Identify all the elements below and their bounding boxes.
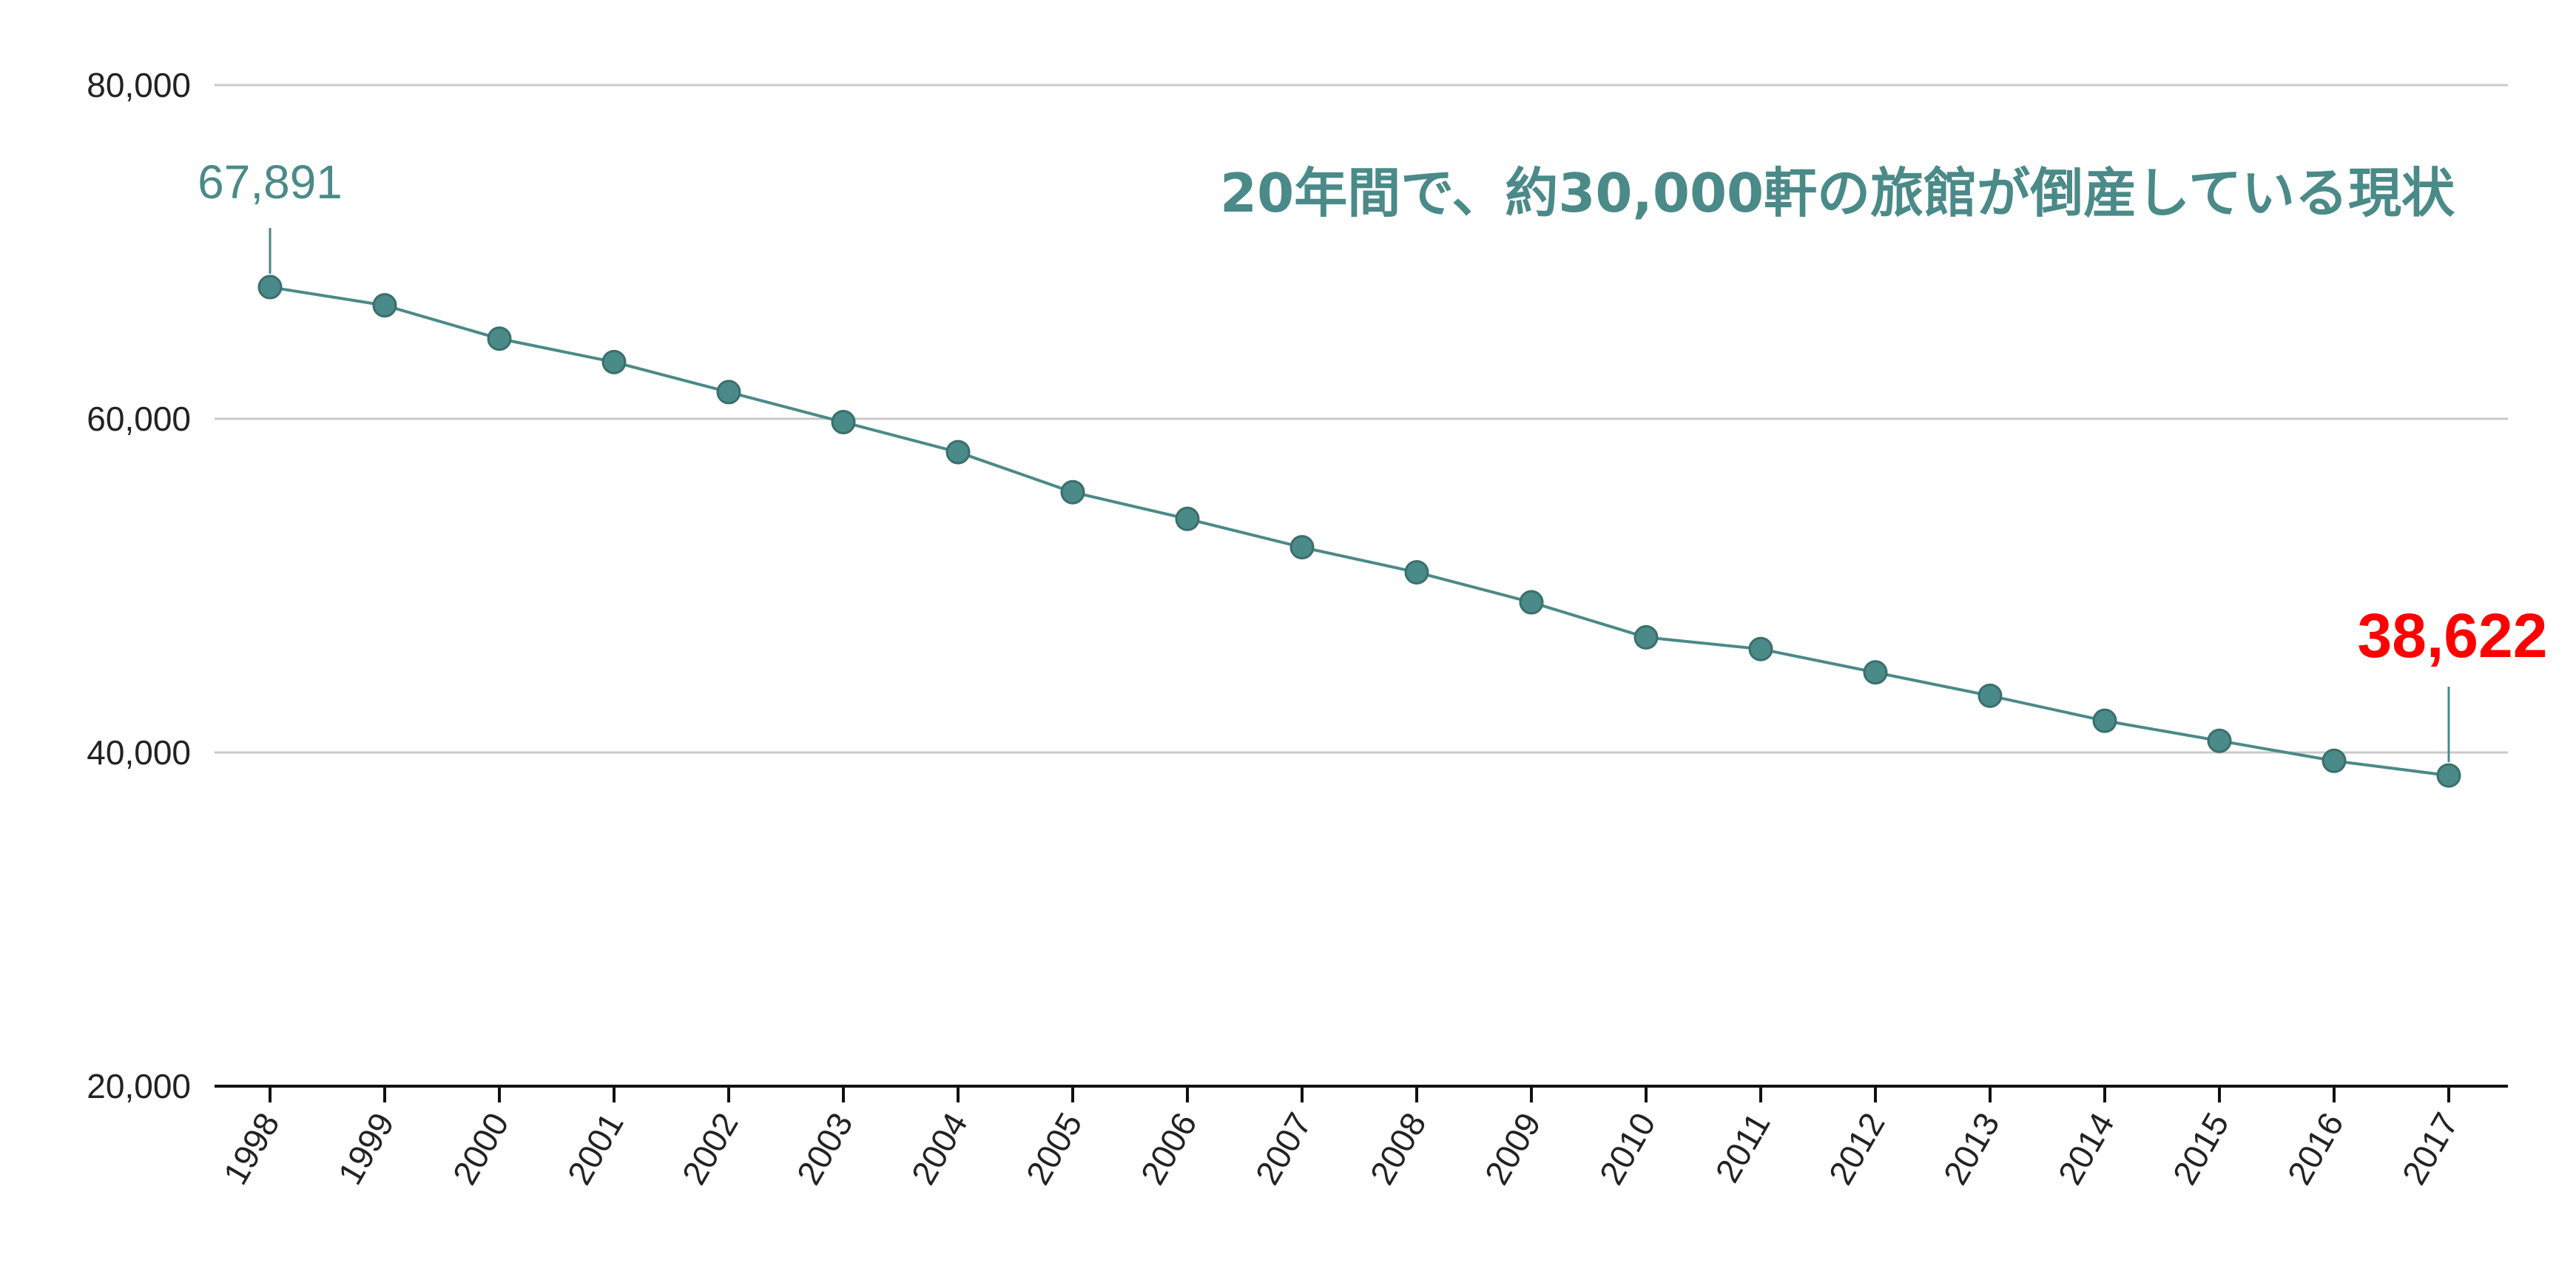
data-point bbox=[2436, 763, 2461, 788]
data-point bbox=[372, 293, 397, 318]
data-points bbox=[257, 275, 2461, 788]
y-tick-label: 20,000 bbox=[87, 1067, 191, 1105]
data-point bbox=[1289, 535, 1315, 560]
annotation-first-value: 67,891 bbox=[198, 155, 343, 209]
data-point bbox=[2092, 708, 2117, 733]
x-tick-label: 2005 bbox=[1018, 1106, 1089, 1191]
x-tick-label: 2009 bbox=[1477, 1106, 1548, 1191]
data-point bbox=[716, 380, 741, 405]
data-point bbox=[257, 275, 283, 300]
data-point bbox=[1519, 590, 1544, 615]
x-tick-label: 2008 bbox=[1362, 1106, 1433, 1191]
data-point bbox=[1060, 479, 1085, 505]
data-point bbox=[1404, 559, 1429, 585]
x-tick-label: 2016 bbox=[2279, 1106, 2350, 1191]
data-point bbox=[487, 326, 512, 351]
data-point bbox=[1748, 636, 1773, 661]
data-point bbox=[2322, 748, 2347, 773]
x-tick-label: 2014 bbox=[2050, 1106, 2121, 1191]
x-tick-label: 2010 bbox=[1591, 1106, 1662, 1191]
x-tick-label: 2004 bbox=[903, 1106, 974, 1191]
x-tick-label: 1999 bbox=[330, 1106, 401, 1191]
data-point bbox=[1977, 683, 2003, 708]
x-tick-label: 2006 bbox=[1133, 1106, 1204, 1191]
data-point bbox=[2207, 728, 2232, 753]
data-point bbox=[601, 349, 627, 374]
x-tick-label: 2000 bbox=[445, 1106, 516, 1191]
x-tick-label: 2007 bbox=[1247, 1106, 1318, 1191]
x-tick-label: 2012 bbox=[1821, 1106, 1892, 1191]
grid-lines bbox=[215, 84, 2508, 754]
data-point bbox=[1633, 624, 1659, 650]
annotations: 67,891 38,622 bbox=[198, 155, 2548, 763]
y-tick-label: 40,000 bbox=[87, 733, 191, 772]
y-tick-label: 60,000 bbox=[87, 400, 191, 438]
y-tick-label: 80,000 bbox=[87, 66, 191, 104]
x-tick-label: 2015 bbox=[2165, 1106, 2236, 1191]
x-tick-label: 2011 bbox=[1707, 1106, 1777, 1189]
x-tick-label: 2017 bbox=[2394, 1106, 2465, 1191]
x-tick-label: 2003 bbox=[789, 1106, 860, 1191]
data-point bbox=[945, 439, 971, 465]
data-point bbox=[1863, 660, 1888, 685]
chart-title: 20年間で、約30,000軒の旅館が倒産している現状 bbox=[1220, 162, 2455, 224]
x-tick-label: 2013 bbox=[1935, 1106, 2006, 1191]
series-polyline bbox=[269, 286, 2449, 778]
data-point bbox=[831, 410, 856, 435]
x-tick-label: 1998 bbox=[215, 1106, 286, 1191]
y-axis: 20,000 40,000 60,000 80,000 bbox=[87, 66, 191, 1105]
x-tick-label: 2002 bbox=[674, 1106, 745, 1191]
annotation-last-value: 38,622 bbox=[2358, 601, 2548, 670]
data-point bbox=[1175, 506, 1200, 531]
x-tick-label: 2001 bbox=[559, 1106, 630, 1191]
series-line bbox=[269, 286, 2449, 778]
x-axis: 1998 1999 2000 2001 2002 2003 2004 2005 2006 2007… bbox=[215, 1085, 2508, 1191]
